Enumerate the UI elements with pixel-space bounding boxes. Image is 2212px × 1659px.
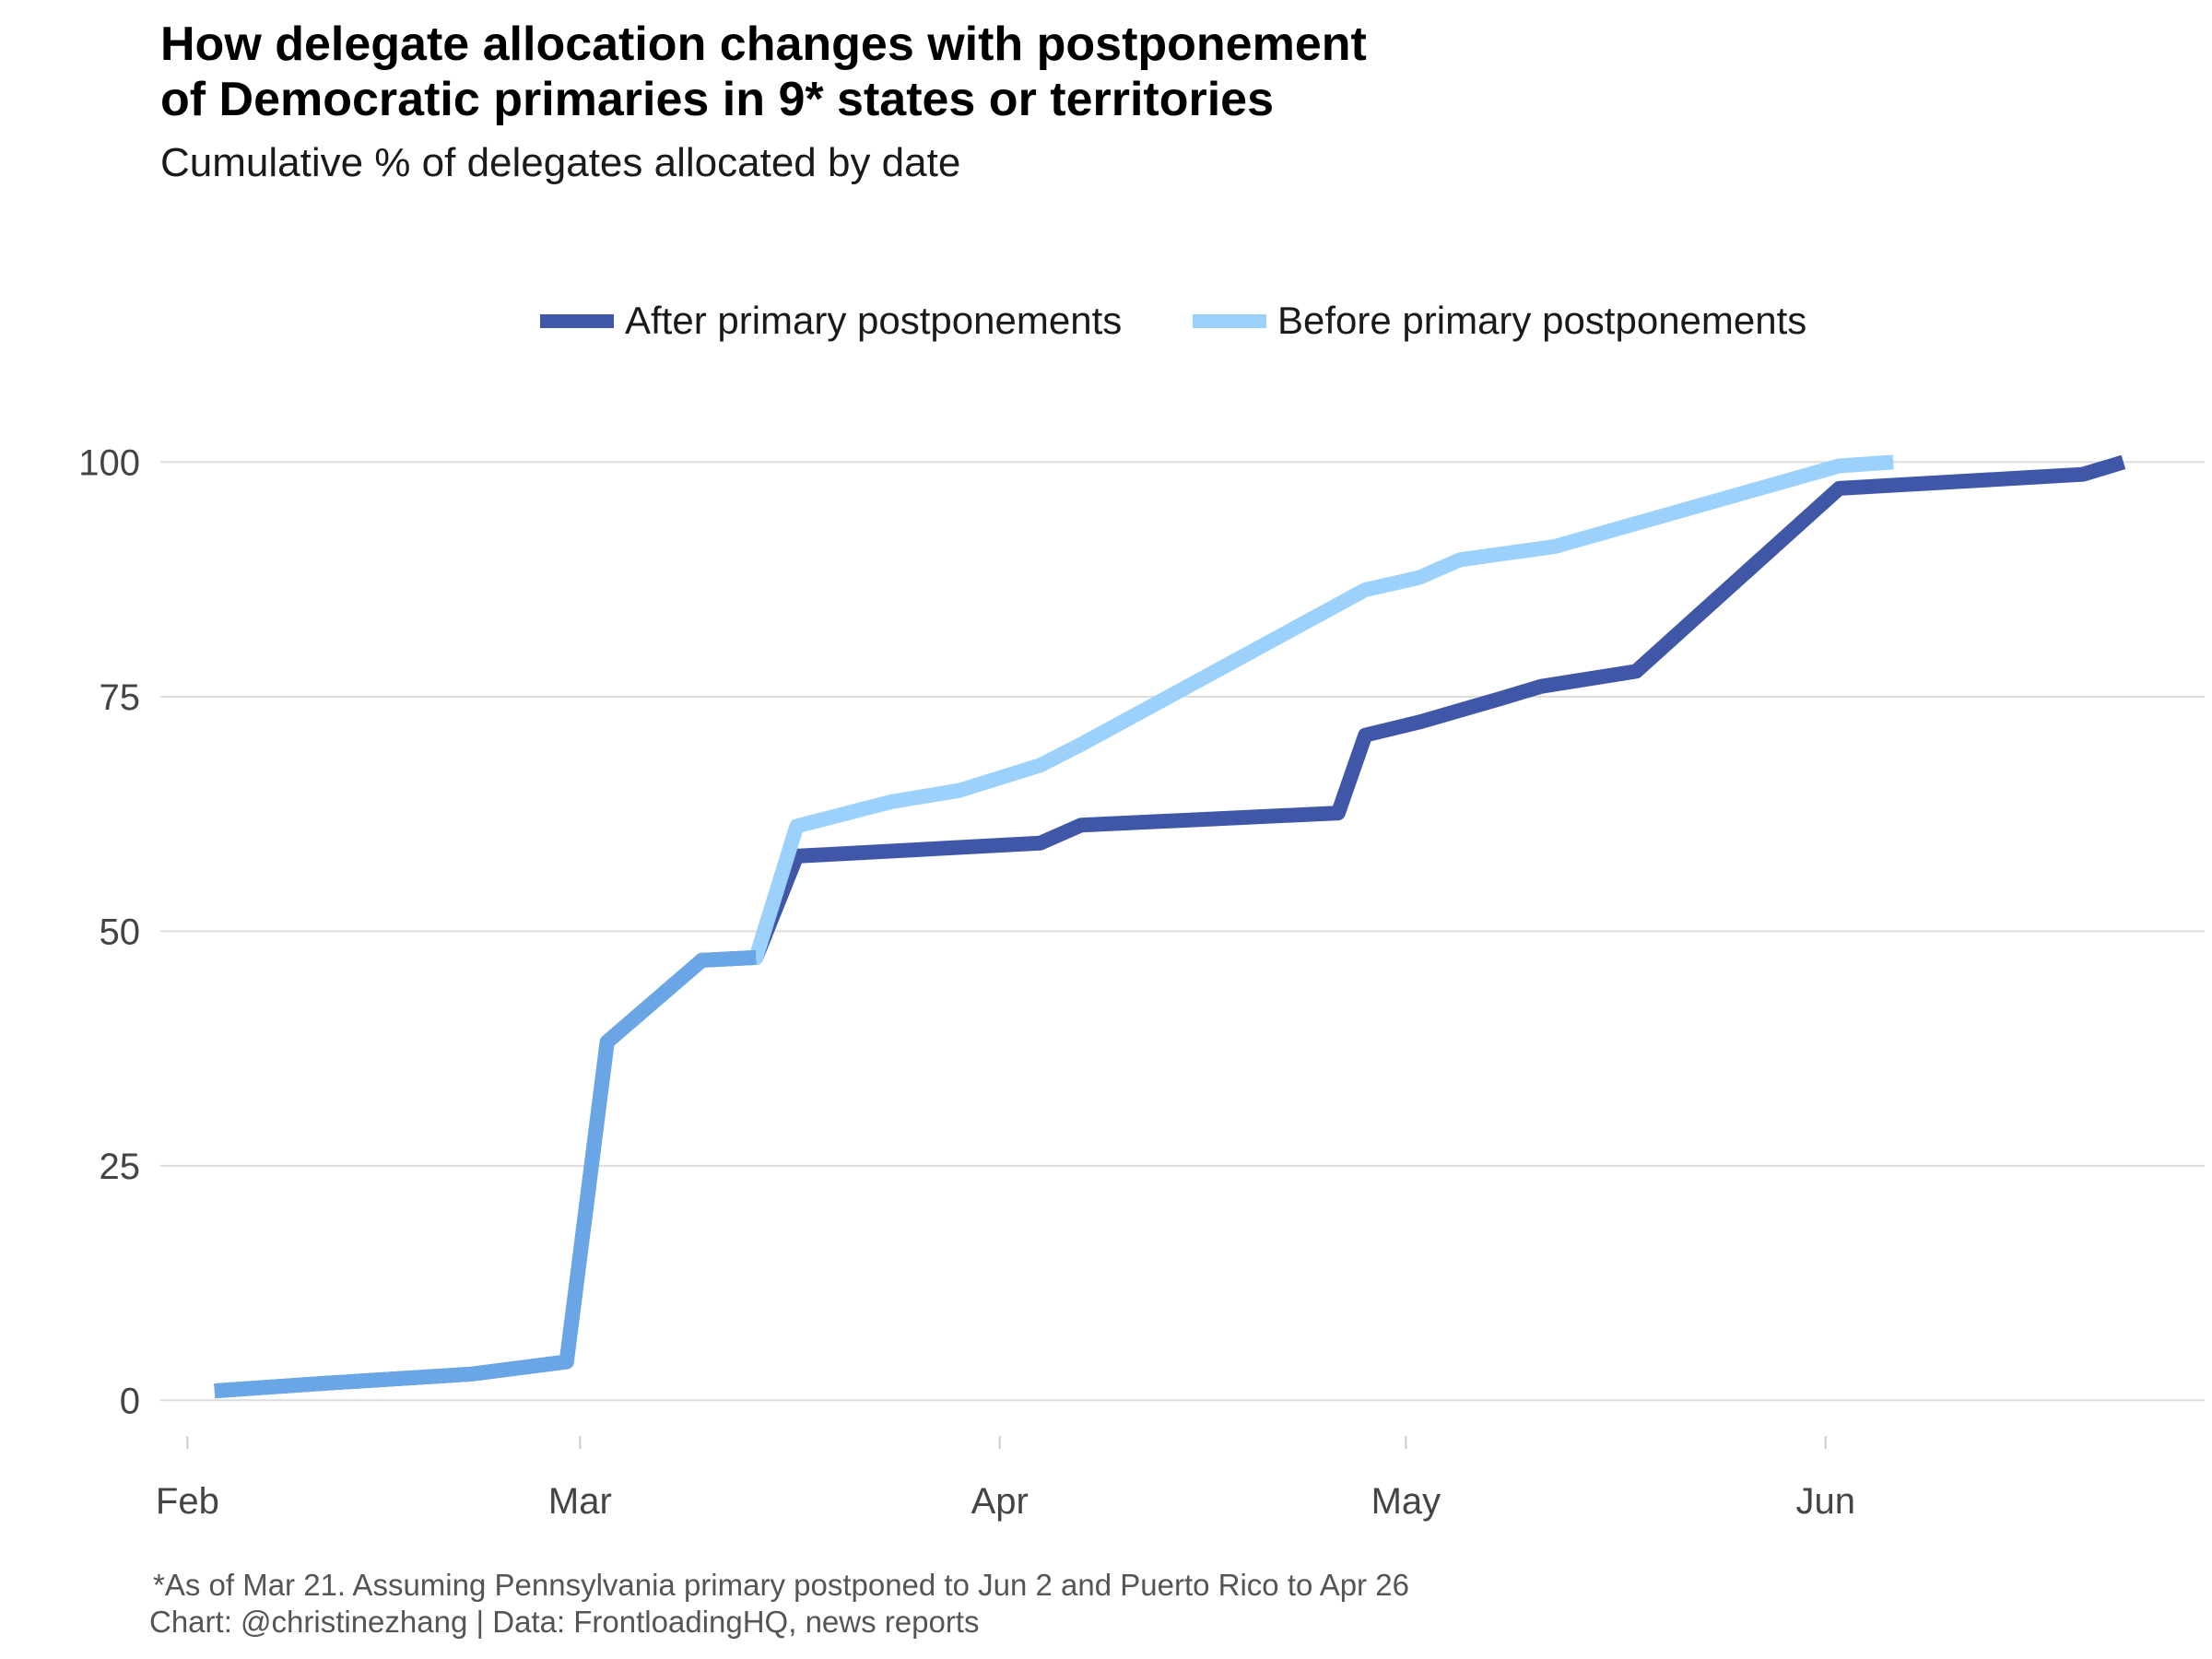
series-line-before [214,454,1894,1399]
y-axis: 0 25 50 75 100 [78,442,140,1421]
y-tick-label-25: 25 [100,1147,141,1187]
caption: *As of Mar 21. Assuming Pennsylvania pri… [149,1567,1409,1641]
gridlines [160,461,2205,1402]
y-tick-label-50: 50 [100,912,141,952]
series-lines [214,454,2126,1399]
legend: After primary postponements Before prima… [0,293,2212,348]
series-line-after [214,454,2126,1399]
caption-source: Chart: @christinezhang | Data: Frontload… [149,1605,980,1639]
x-axis: Feb Mar Apr May Jun [156,1436,1855,1522]
legend-key-after [540,313,614,328]
chart-subtitle: Cumulative % of delegates allocated by d… [160,140,961,185]
caption-note: *As of Mar 21. Assuming Pennsylvania pri… [153,1568,1409,1602]
chart-title-line-2: of Democratic primaries in 9* states or … [160,73,1275,126]
chart-title-line-1: How delegate allocation changes with pos… [160,18,1367,71]
x-tick-label-mar: Mar [548,1481,612,1522]
y-tick-label-100: 100 [78,442,140,483]
x-tick-label-may: May [1371,1481,1441,1522]
y-tick-label-75: 75 [100,677,141,718]
y-tick-label-0: 0 [120,1381,140,1421]
legend-label-before: Before primary postponements [1277,299,1807,342]
legend-item-after: After primary postponements [540,293,1122,348]
legend-item-before: Before primary postponements [1193,293,1806,348]
legend-label-after: After primary postponements [625,299,1123,342]
series-line-shared [214,949,757,1399]
x-tick-label-feb: Feb [156,1481,219,1522]
legend-key-before [1193,313,1266,328]
x-tick-label-jun: Jun [1795,1481,1855,1522]
chart-title: How delegate allocation changes with pos… [160,17,2004,127]
x-tick-label-apr: Apr [971,1481,1029,1522]
